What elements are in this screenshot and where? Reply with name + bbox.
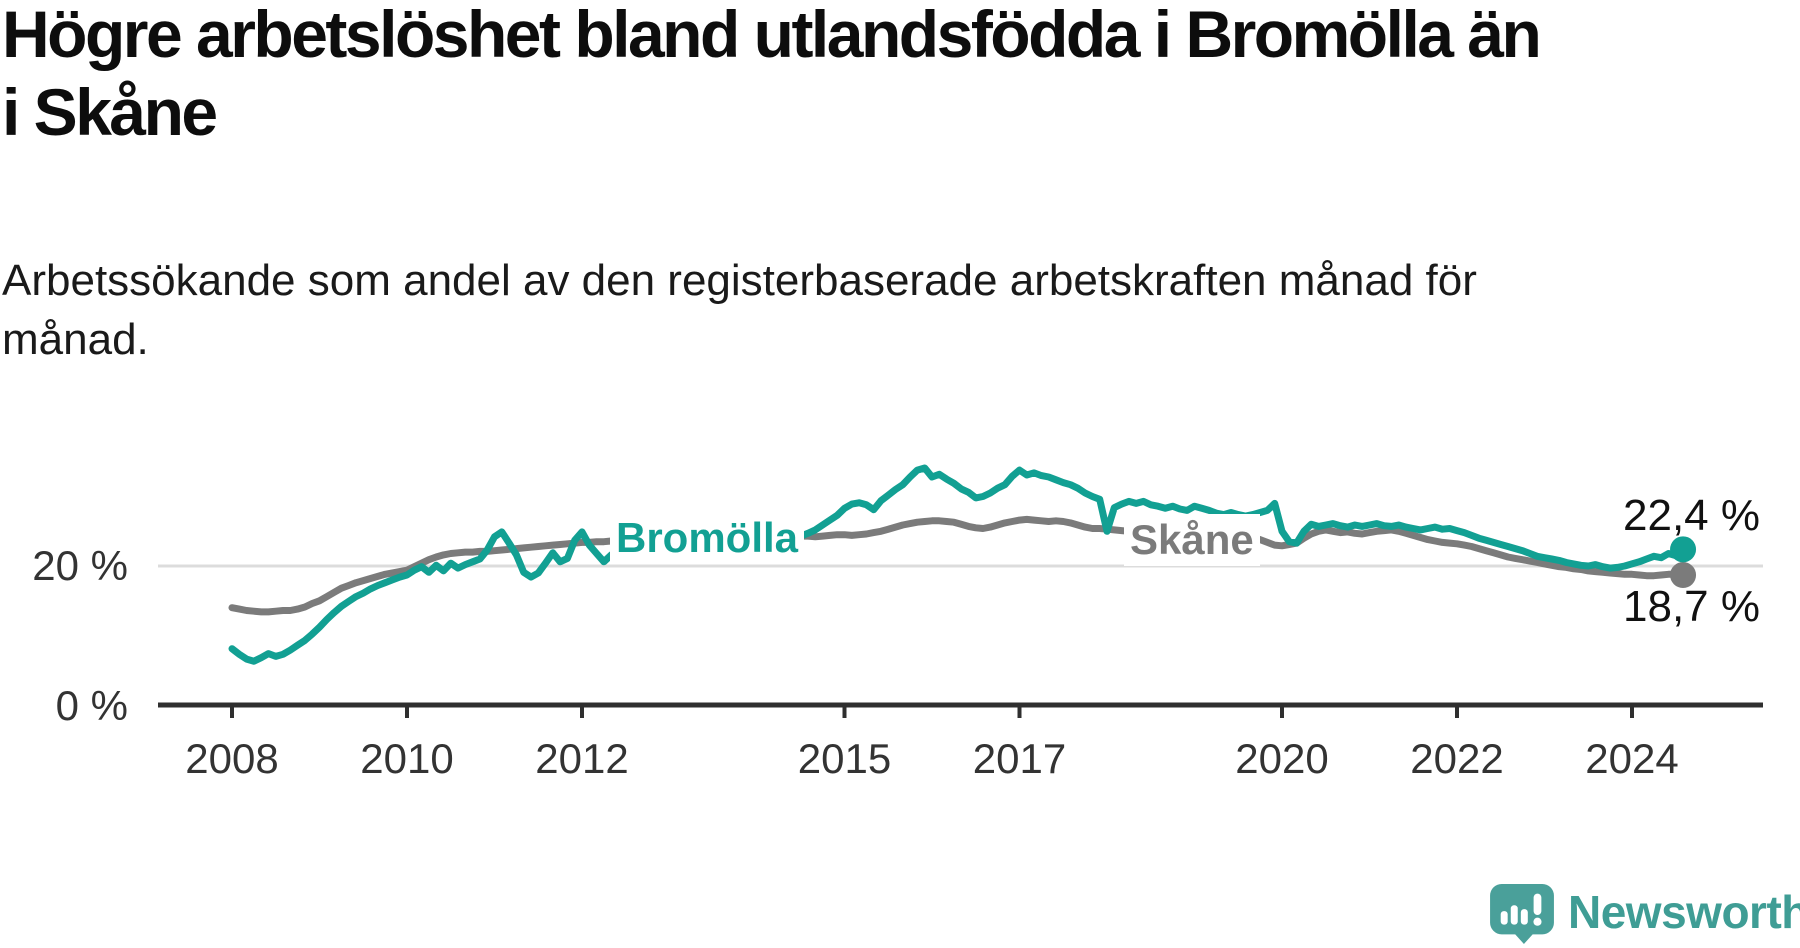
chart-title: Högre arbetslöshet bland utlandsfödda i …: [2, 0, 1542, 149]
x-tick-label-2015: 2015: [797, 735, 892, 782]
newsworthy-logo: Newsworthy: [1490, 884, 1800, 944]
x-tick-label-2017: 2017: [972, 735, 1067, 782]
newsworthy-bubble-chart-icon: [1490, 884, 1554, 944]
series-label-skåne: Skåne: [1124, 514, 1260, 567]
series-line-skåne: [228, 515, 1687, 616]
chart-subtitle: Arbetssökande som andel av den registerb…: [2, 256, 1477, 364]
x-tick-label-2024: 2024: [1585, 735, 1679, 782]
x-tick-label-2008: 2008: [185, 735, 279, 782]
series-label-bromölla: Bromölla: [610, 512, 805, 565]
series-line-bromölla: [228, 464, 1687, 665]
x-tick-label-2022: 2022: [1410, 735, 1504, 782]
newsworthy-logo-text: Newsworthy: [1568, 886, 1800, 938]
x-tick-label-2020: 2020: [1235, 735, 1329, 782]
y-axis-label-0: 0 %: [55, 682, 128, 729]
end-dot-skåne: [1670, 562, 1697, 589]
end-value-label-skåne: 18,7 %: [1623, 582, 1760, 632]
x-tick-label-2010: 2010: [360, 735, 454, 782]
y-axis-label-20: 20 %: [32, 542, 128, 589]
x-tick-label-2012: 2012: [535, 735, 629, 782]
end-value-label-bromölla: 22,4 %: [1623, 491, 1760, 541]
end-dot-bromölla: [1670, 536, 1697, 563]
